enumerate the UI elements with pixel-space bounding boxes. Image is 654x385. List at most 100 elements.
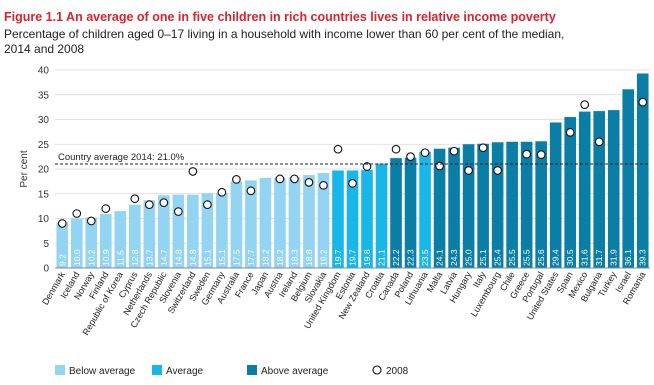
marker-2008 [449, 146, 459, 156]
value-label: 14.7 [159, 249, 169, 266]
value-label: 17.5 [231, 249, 241, 266]
bar [448, 147, 460, 268]
bar [259, 177, 272, 268]
marker-2008 [130, 194, 140, 204]
bar [56, 222, 69, 268]
marker-2008 [57, 219, 67, 228]
value-label: 18.8 [304, 249, 314, 266]
marker-2008 [464, 166, 473, 175]
marker-2008 [188, 167, 198, 176]
value-label: 19.7 [348, 249, 358, 266]
value-label: 25.0 [464, 249, 474, 266]
value-label: 31.9 [609, 249, 619, 266]
y-tick-label: 20 [38, 165, 50, 176]
value-label: 21.1 [377, 249, 387, 266]
bar [622, 89, 635, 269]
marker-2008 [319, 180, 328, 190]
legend-swatch [247, 365, 257, 375]
legend-swatch [152, 365, 162, 375]
bar [390, 158, 402, 268]
marker-2008 [86, 216, 96, 226]
marker-2008 [406, 152, 415, 161]
legend-marker [372, 365, 382, 375]
marker-2008 [493, 166, 502, 175]
marker-2008 [72, 209, 82, 218]
marker-2008 [159, 198, 169, 208]
value-label: 19.8 [362, 249, 372, 266]
value-label: 11.5 [115, 250, 125, 266]
bar [216, 193, 228, 268]
y-tick-label: 25 [38, 140, 50, 151]
marker-2008 [333, 144, 343, 154]
legend-swatch [55, 365, 65, 375]
value-label: 14.8 [173, 249, 183, 266]
bar [636, 73, 649, 268]
bar [70, 218, 83, 268]
bar [187, 194, 199, 268]
y-tick-label: 15 [38, 189, 50, 200]
bar [129, 204, 141, 268]
bar [578, 111, 591, 268]
value-label: 15.1 [217, 249, 227, 266]
bar [419, 151, 431, 268]
marker-2008 [217, 187, 227, 197]
value-label: 10.2 [86, 249, 96, 266]
value-label: 22.3 [406, 249, 416, 266]
value-label: 24.3 [449, 249, 459, 266]
value-label: 25.5 [522, 249, 532, 266]
value-label: 13.7 [144, 249, 154, 266]
value-label: 18.2 [275, 249, 285, 266]
y-tick-label: 5 [43, 239, 49, 250]
bar [317, 172, 330, 268]
y-tick-label: 10 [38, 214, 50, 225]
bar [404, 157, 417, 268]
chart-title: Figure 1.1 An average of one in five chi… [4, 10, 556, 24]
bar [491, 142, 504, 268]
value-label: 14.8 [188, 249, 198, 266]
marker-2008 [478, 143, 488, 153]
bar [85, 217, 98, 268]
legend-label: Above average [261, 366, 329, 377]
bar [346, 170, 359, 268]
bar [462, 144, 475, 268]
value-label: 39.3 [638, 249, 648, 266]
value-label: 24.1 [435, 249, 445, 266]
value-label: 18.3 [289, 249, 299, 266]
marker-2008 [391, 144, 401, 154]
bar [593, 111, 606, 269]
value-label: 25.5 [507, 249, 517, 266]
value-label: 25.4 [493, 249, 503, 266]
chart-subtitle: 2014 and 2008 [4, 42, 84, 56]
bar [245, 180, 257, 268]
marker-2008 [203, 200, 212, 209]
bar [303, 174, 315, 268]
bar [361, 169, 373, 268]
bar [477, 143, 489, 268]
marker-2008 [290, 174, 299, 184]
marker-2008 [304, 178, 314, 187]
value-label: 29.4 [551, 249, 561, 266]
bar [375, 163, 388, 268]
value-label: 17.7 [246, 249, 256, 266]
value-label: 30.5 [565, 249, 575, 266]
value-label: 19.7 [333, 249, 343, 266]
chart-subtitle: Percentage of children aged 0–17 living … [4, 27, 564, 41]
bar [288, 177, 301, 268]
bar [230, 181, 243, 268]
bar [332, 170, 344, 268]
marker-2008 [435, 161, 444, 171]
value-label: 18.2 [260, 249, 270, 266]
bar [549, 122, 562, 268]
marker-2008 [232, 175, 241, 184]
bar [99, 214, 112, 268]
value-label: 23.5 [420, 249, 430, 266]
bar [143, 200, 156, 268]
legend-label: 2008 [386, 366, 409, 377]
bar [564, 117, 576, 269]
marker-2008 [638, 97, 648, 107]
marker-2008 [144, 200, 154, 209]
marker-2008 [536, 150, 546, 159]
y-tick-label: 35 [38, 90, 50, 101]
bar [520, 141, 533, 268]
